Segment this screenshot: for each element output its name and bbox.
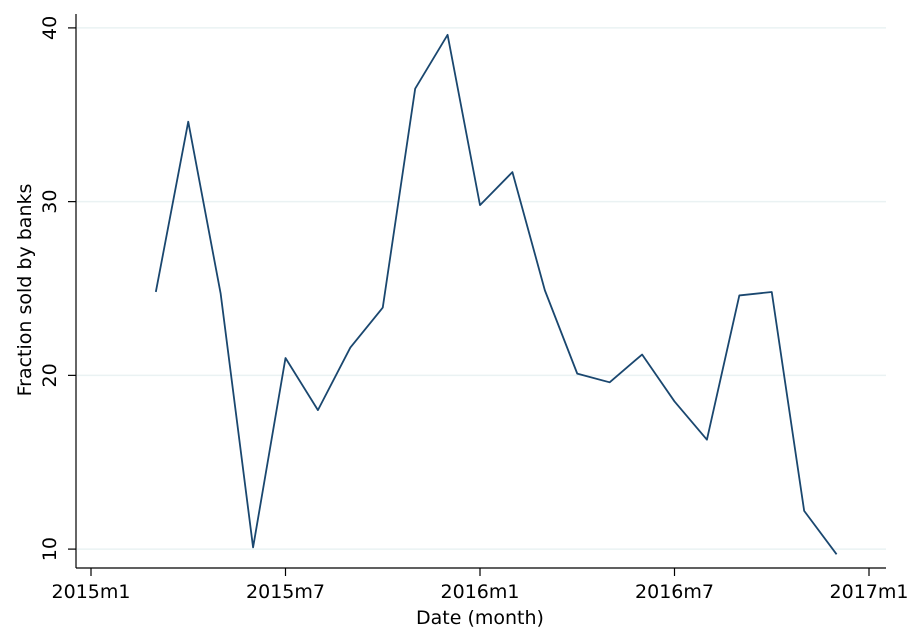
y-tick-label: 10	[39, 537, 61, 561]
x-tick-label: 2016m1	[441, 581, 520, 603]
x-tick-label: 2015m7	[246, 581, 325, 603]
line-series	[154, 33, 838, 555]
y-tick-label: 30	[39, 190, 61, 214]
x-tick-label: 2017m1	[830, 581, 909, 603]
x-tick-label: 2015m1	[52, 581, 131, 603]
y-tick-label: 40	[39, 16, 61, 40]
x-axis-title: Date (month)	[416, 607, 544, 629]
x-tick-label: 2016m7	[635, 581, 714, 603]
y-axis-title: Fraction sold by banks	[14, 184, 36, 397]
y-tick-label: 20	[39, 363, 61, 387]
